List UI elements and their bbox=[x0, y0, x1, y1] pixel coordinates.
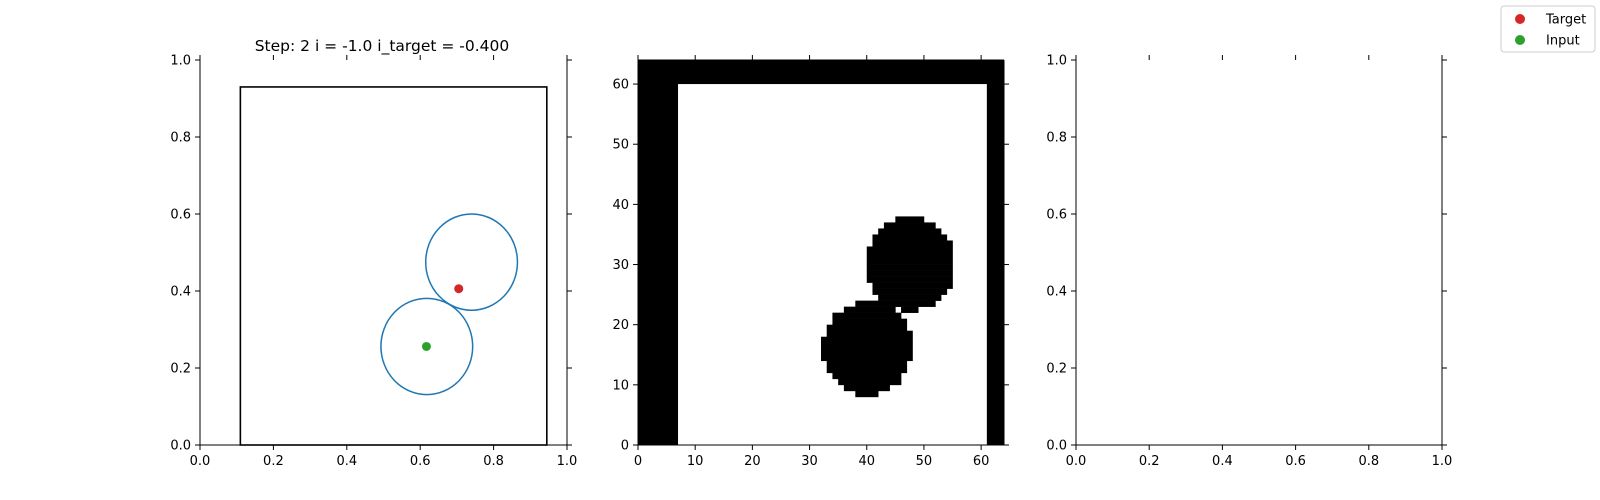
point-input bbox=[421, 341, 431, 351]
y-tick-label: 0.2 bbox=[1046, 362, 1067, 377]
x-tick-label: 0.2 bbox=[263, 454, 284, 469]
obstacle-cells bbox=[855, 390, 879, 398]
obstacle-cells bbox=[866, 246, 953, 253]
panel-right-empty: 0.00.0 0.2 0.2 0.4 0.4 0.6 0.6 0.8 0.8 1.0 1.0 bbox=[1046, 54, 1452, 470]
wall-cells bbox=[638, 60, 1004, 85]
chart-title: Step: 2 i = -1.0 i_target = -0.400 bbox=[255, 37, 510, 56]
obstacle-cells bbox=[872, 240, 953, 247]
y-tick-label: 0.8 bbox=[1046, 131, 1067, 146]
obstacle-cells bbox=[866, 276, 953, 283]
legend-label-target: Target bbox=[1545, 13, 1586, 28]
obstacle-cells bbox=[866, 252, 953, 259]
legend-marker-target bbox=[1515, 14, 1525, 24]
x-tick-label: 60 bbox=[973, 454, 990, 469]
obstacle-cells bbox=[826, 360, 908, 368]
x-tick-label: 0 bbox=[634, 454, 642, 469]
wall-cells bbox=[638, 60, 679, 445]
x-tick-label: 0.6 bbox=[410, 454, 431, 469]
obstacle-cells bbox=[866, 264, 953, 271]
obstacle-cells bbox=[832, 312, 902, 319]
x-tick-label: 0.4 bbox=[1212, 454, 1233, 469]
legend: Target Input bbox=[1500, 5, 1596, 53]
point-target bbox=[454, 284, 464, 294]
obstacle-cells bbox=[872, 234, 948, 241]
obstacle-cells bbox=[826, 330, 913, 338]
y-tick-label: 1.0 bbox=[1046, 54, 1067, 69]
obstacle-cells bbox=[901, 306, 919, 313]
x-tick-label: 1.0 bbox=[557, 454, 578, 469]
y-tick-label: 0.4 bbox=[1046, 285, 1067, 300]
panel-middle-occupancy-map: 00 10 10 20 20 30 30 40 40 50 50 60 60 bbox=[612, 55, 1009, 469]
y-tick-label: 0.6 bbox=[170, 208, 191, 223]
panel-left-scatter: Step: 2 i = -1.0 i_target = -0.400 0.00.… bbox=[170, 37, 577, 469]
obstacle-cells bbox=[855, 300, 885, 307]
obstacle-cells bbox=[832, 372, 902, 380]
obstacle-cells bbox=[832, 318, 908, 325]
x-tick-label: 0.6 bbox=[1285, 454, 1306, 469]
x-tick-label: 30 bbox=[801, 454, 818, 469]
obstacle-cells bbox=[821, 342, 913, 350]
y-tick-label: 1.0 bbox=[170, 54, 191, 69]
obstacle-cells bbox=[821, 348, 913, 356]
legend-marker-input bbox=[1515, 35, 1525, 45]
y-tick-label: 0.2 bbox=[170, 362, 191, 377]
y-tick-label: 60 bbox=[612, 78, 629, 93]
x-tick-label: 40 bbox=[858, 454, 875, 469]
obstacle-cells bbox=[878, 228, 942, 235]
y-tick-label: 20 bbox=[612, 318, 629, 333]
y-tick-label: 0.6 bbox=[1046, 208, 1067, 223]
y-tick-label: 10 bbox=[612, 378, 629, 393]
y-tick-label: 50 bbox=[612, 138, 629, 153]
x-tick-label: 0.0 bbox=[190, 454, 211, 469]
y-tick-label: 0.0 bbox=[1046, 439, 1067, 454]
obstacle-cells bbox=[872, 282, 953, 289]
y-tick-label: 0.8 bbox=[170, 131, 191, 146]
y-tick-label: 0.0 bbox=[170, 439, 191, 454]
x-tick-label: 1.0 bbox=[1432, 454, 1453, 469]
y-tick-label: 30 bbox=[612, 258, 629, 273]
obstacle-cells bbox=[838, 378, 902, 386]
y-tick-label: 40 bbox=[612, 198, 629, 213]
obstacle-cells bbox=[843, 306, 896, 313]
obstacle-cells bbox=[895, 216, 925, 223]
obstacle-cells bbox=[878, 294, 942, 301]
x-tick-label: 50 bbox=[916, 454, 933, 469]
obstacle-cells bbox=[826, 366, 908, 374]
obstacle-circle bbox=[380, 297, 474, 396]
obstacle-circle bbox=[424, 213, 519, 311]
obstacle-cells bbox=[866, 258, 953, 265]
obstacle-cells bbox=[883, 300, 936, 307]
obstacle-cells bbox=[821, 354, 913, 362]
wall-cells bbox=[986, 60, 1004, 445]
x-tick-label: 20 bbox=[744, 454, 761, 469]
y-tick-label: 0.4 bbox=[170, 285, 191, 300]
y-tick-label: 0 bbox=[621, 439, 629, 454]
obstacle-cells bbox=[872, 288, 948, 295]
legend-label-input: Input bbox=[1546, 34, 1580, 49]
obstacle-cells bbox=[883, 222, 936, 229]
x-tick-label: 0.0 bbox=[1066, 454, 1087, 469]
x-tick-label: 0.4 bbox=[336, 454, 357, 469]
x-tick-label: 0.2 bbox=[1139, 454, 1160, 469]
obstacle-cells bbox=[826, 324, 908, 332]
obstacle-cells bbox=[843, 384, 890, 392]
obstacle-cells bbox=[821, 336, 913, 344]
x-tick-label: 10 bbox=[687, 454, 704, 469]
obstacle-cells bbox=[866, 270, 953, 277]
x-tick-label: 0.8 bbox=[483, 454, 504, 469]
x-tick-label: 0.8 bbox=[1358, 454, 1379, 469]
